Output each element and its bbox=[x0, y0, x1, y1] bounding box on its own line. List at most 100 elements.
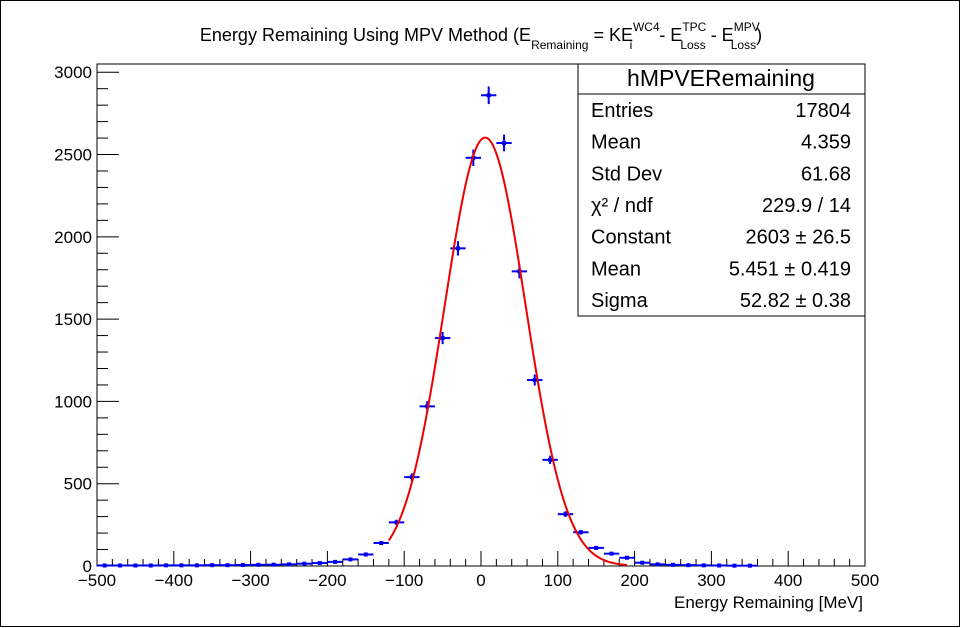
data-point bbox=[588, 545, 604, 550]
data-marker bbox=[363, 552, 368, 557]
data-marker bbox=[317, 561, 322, 566]
x-axis-label: Energy Remaining [MeV] bbox=[674, 593, 863, 612]
chart-title: Energy Remaining Using MPV Method (ERema… bbox=[200, 20, 762, 52]
y-tick-label: 500 bbox=[64, 475, 92, 494]
data-marker bbox=[133, 563, 138, 568]
data-marker bbox=[271, 562, 276, 567]
stats-row-label: Mean bbox=[591, 132, 641, 154]
stats-row-label: Constant bbox=[591, 227, 671, 249]
gaussian-fit-curve bbox=[387, 136, 628, 567]
data-point bbox=[696, 563, 712, 568]
y-tick-label: 0 bbox=[83, 557, 92, 576]
data-marker bbox=[594, 545, 599, 550]
data-marker bbox=[732, 563, 737, 568]
data-marker bbox=[240, 563, 245, 568]
data-markers bbox=[97, 86, 758, 568]
data-marker bbox=[624, 555, 629, 560]
data-point bbox=[250, 562, 266, 567]
data-marker bbox=[302, 561, 307, 566]
data-point bbox=[189, 563, 205, 568]
data-point bbox=[481, 86, 497, 105]
data-point bbox=[742, 563, 758, 568]
data-point bbox=[726, 563, 743, 568]
data-point bbox=[296, 561, 313, 566]
data-marker bbox=[440, 336, 445, 341]
data-point bbox=[373, 540, 389, 545]
data-marker bbox=[256, 562, 261, 567]
data-marker bbox=[455, 246, 460, 251]
axes: −500 −400 −300 −200 −100 0 100 200 300 400 500 0 500… bbox=[54, 63, 879, 590]
stats-box: hMPVERemaining Entries 17804 Mean 4.359 Std … bbox=[577, 63, 866, 317]
x-tick-label: 200 bbox=[620, 571, 648, 590]
data-point bbox=[158, 563, 174, 568]
data-point bbox=[219, 563, 236, 568]
data-point bbox=[173, 563, 190, 568]
stats-row-value: 2603 ± 26.5 bbox=[745, 227, 851, 249]
data-marker bbox=[348, 557, 353, 562]
data-marker bbox=[640, 560, 645, 565]
y-tick-label: 2500 bbox=[54, 146, 92, 165]
data-point bbox=[327, 559, 343, 564]
x-tick-label: −400 bbox=[155, 571, 193, 590]
data-marker bbox=[225, 563, 230, 568]
y-tick-label: 2000 bbox=[54, 228, 92, 247]
data-marker bbox=[118, 563, 123, 568]
data-marker bbox=[179, 563, 184, 568]
stats-row-label: Entries bbox=[591, 100, 653, 122]
data-marker bbox=[701, 563, 706, 568]
stats-row-value: 5.451 ± 0.419 bbox=[729, 258, 851, 280]
stats-row-value: 17804 bbox=[795, 100, 851, 122]
data-point bbox=[619, 555, 635, 560]
data-marker bbox=[379, 540, 384, 545]
y-tick-label: 3000 bbox=[54, 63, 92, 82]
data-marker bbox=[486, 93, 491, 98]
stats-row-value: 61.68 bbox=[801, 163, 851, 185]
stats-row-label: χ² / ndf bbox=[591, 195, 653, 217]
data-point bbox=[680, 563, 697, 568]
stats-row-label: Std Dev bbox=[591, 163, 662, 185]
data-point bbox=[281, 562, 297, 567]
data-marker bbox=[609, 551, 614, 556]
stats-box-frame bbox=[577, 63, 866, 317]
data-point bbox=[665, 562, 681, 567]
x-tick-label: −100 bbox=[385, 571, 423, 590]
stats-row-value: 52.82 ± 0.38 bbox=[740, 290, 851, 312]
data-marker bbox=[164, 563, 169, 568]
data-point bbox=[342, 557, 359, 562]
data-point bbox=[496, 134, 512, 152]
stats-box-title: hMPVERemaining bbox=[627, 65, 815, 91]
data-marker bbox=[548, 457, 553, 462]
data-point bbox=[358, 552, 374, 557]
data-marker bbox=[210, 563, 215, 568]
data-point bbox=[434, 331, 451, 345]
data-point bbox=[388, 519, 405, 526]
data-point bbox=[204, 563, 220, 568]
stats-row-label: Sigma bbox=[591, 290, 649, 312]
data-marker bbox=[287, 562, 291, 567]
data-point bbox=[127, 563, 144, 568]
data-point bbox=[312, 561, 328, 566]
data-marker bbox=[686, 563, 691, 568]
data-marker bbox=[532, 378, 537, 383]
data-point bbox=[557, 511, 574, 518]
data-point bbox=[603, 551, 620, 556]
fit-curve-group bbox=[387, 136, 628, 567]
data-marker bbox=[333, 559, 338, 564]
data-point bbox=[143, 563, 159, 568]
x-tick-label: −300 bbox=[231, 571, 269, 590]
x-tick-label: 100 bbox=[544, 571, 572, 590]
stats-row-label: Mean bbox=[591, 258, 641, 280]
x-tick-label: 0 bbox=[476, 571, 485, 590]
data-marker bbox=[671, 562, 675, 567]
data-marker bbox=[409, 475, 414, 480]
data-point bbox=[634, 560, 650, 565]
data-point bbox=[97, 563, 113, 568]
x-tick-label: −200 bbox=[308, 571, 346, 590]
data-marker bbox=[578, 530, 583, 535]
data-point bbox=[265, 562, 282, 567]
data-marker bbox=[747, 563, 752, 568]
data-point bbox=[527, 374, 543, 386]
data-marker bbox=[563, 512, 568, 517]
